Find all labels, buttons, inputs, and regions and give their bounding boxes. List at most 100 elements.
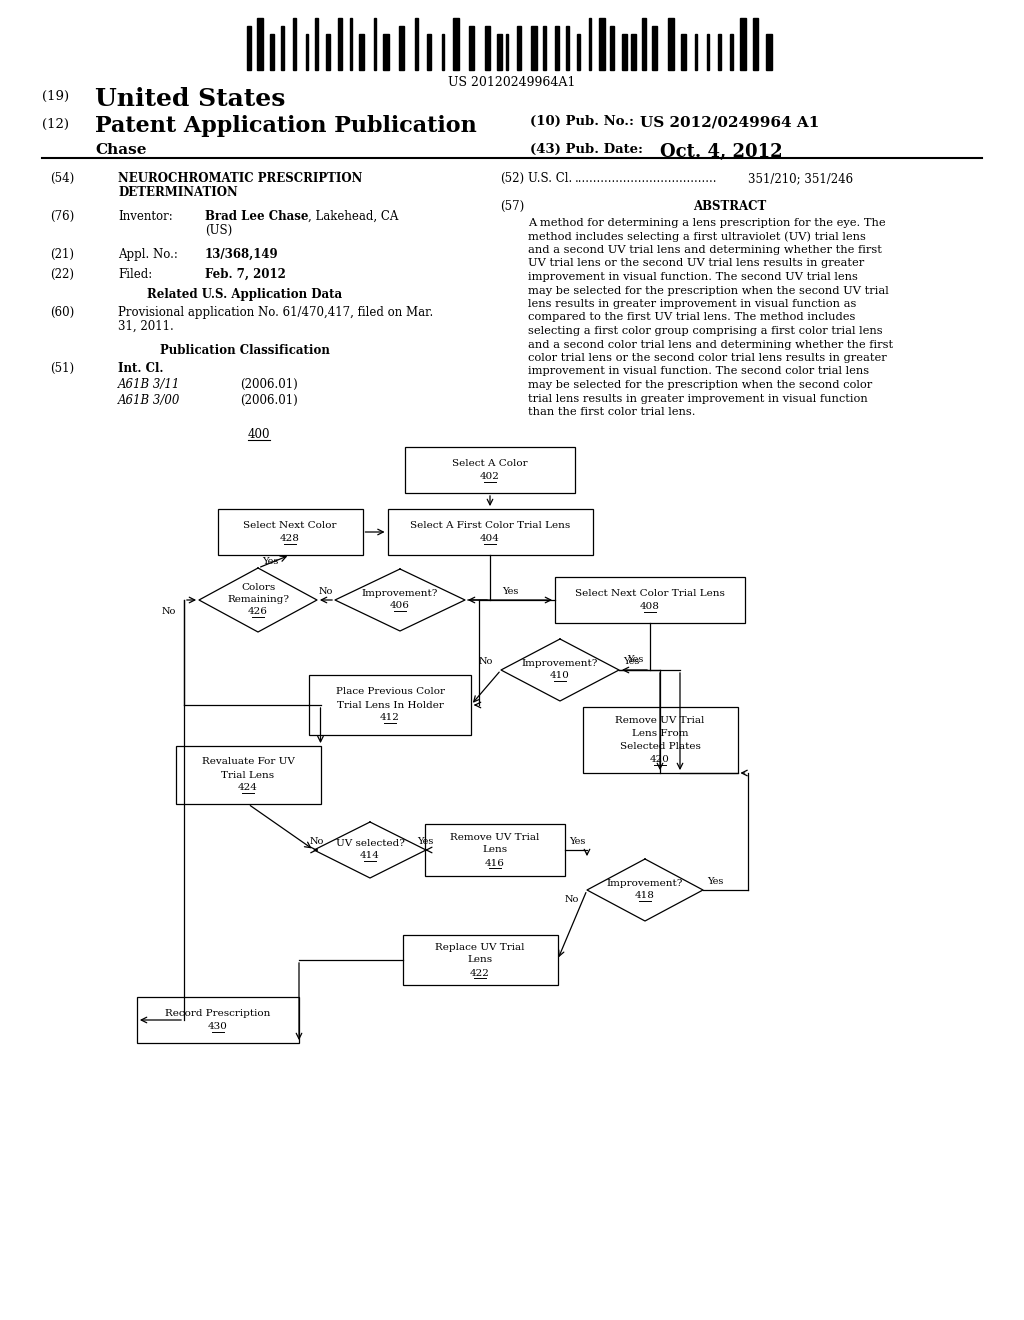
Text: DETERMINATION: DETERMINATION [118, 186, 238, 199]
Text: (60): (60) [50, 306, 75, 319]
Text: (21): (21) [50, 248, 74, 261]
Bar [281, 26, 284, 70]
Text: Provisional application No. 61/470,417, filed on Mar.: Provisional application No. 61/470,417, … [118, 306, 433, 319]
Bar [247, 26, 251, 70]
Text: 412: 412 [380, 714, 400, 722]
Text: 410: 410 [550, 672, 570, 681]
Bar [517, 26, 521, 70]
Text: than the first color trial lens.: than the first color trial lens. [528, 407, 695, 417]
Bar [718, 33, 721, 70]
Text: Lens: Lens [482, 846, 508, 854]
Text: Yes: Yes [707, 876, 723, 886]
Text: (57): (57) [500, 201, 524, 213]
Bar [577, 33, 580, 70]
Bar [359, 33, 364, 70]
Bar [402, 935, 557, 985]
Text: (22): (22) [50, 268, 74, 281]
Bar [589, 18, 591, 70]
Text: No: No [565, 895, 580, 904]
Text: compared to the first UV trial lens. The method includes: compared to the first UV trial lens. The… [528, 313, 855, 322]
Text: 424: 424 [238, 784, 258, 792]
Bar [453, 18, 459, 70]
Bar [583, 708, 737, 774]
Text: improvement in visual function. The second UV trial lens: improvement in visual function. The seco… [528, 272, 858, 282]
Text: A61B 3/11: A61B 3/11 [118, 378, 180, 391]
Text: 408: 408 [640, 602, 659, 611]
Text: U.S. Cl.: U.S. Cl. [528, 172, 572, 185]
Bar [217, 510, 362, 554]
Text: (54): (54) [50, 172, 75, 185]
Text: ......................................: ...................................... [575, 172, 718, 185]
Text: Yes: Yes [418, 837, 434, 846]
Text: UV selected?: UV selected? [336, 840, 404, 849]
Bar [315, 18, 318, 70]
Text: Select Next Color Trial Lens: Select Next Color Trial Lens [575, 589, 725, 598]
Bar [387, 510, 593, 554]
Bar [681, 33, 686, 70]
Text: Filed:: Filed: [118, 268, 153, 281]
Text: Yes: Yes [502, 587, 518, 597]
Bar [326, 33, 330, 70]
Bar [137, 997, 299, 1043]
Text: Related U.S. Application Data: Related U.S. Application Data [147, 288, 343, 301]
Text: and a second color trial lens and determining whether the first: and a second color trial lens and determ… [528, 339, 893, 350]
Text: lens results in greater improvement in visual function as: lens results in greater improvement in v… [528, 300, 856, 309]
Text: Appl. No.:: Appl. No.: [118, 248, 178, 261]
Bar [730, 33, 733, 70]
Text: Chase: Chase [95, 143, 146, 157]
Text: (51): (51) [50, 362, 74, 375]
Text: Replace UV Trial: Replace UV Trial [435, 942, 524, 952]
Text: Improvement?: Improvement? [361, 590, 438, 598]
Text: 31, 2011.: 31, 2011. [118, 319, 174, 333]
Text: (12): (12) [42, 117, 69, 131]
Text: Select A First Color Trial Lens: Select A First Color Trial Lens [410, 521, 570, 531]
Text: Lens: Lens [467, 956, 493, 965]
Text: selecting a first color group comprising a first color trial lens: selecting a first color group comprising… [528, 326, 883, 337]
Text: Lens From: Lens From [632, 729, 688, 738]
Bar [599, 18, 605, 70]
Text: (2006.01): (2006.01) [240, 378, 298, 391]
Bar [485, 26, 490, 70]
Bar [257, 18, 263, 70]
Bar [652, 26, 657, 70]
Bar [707, 33, 709, 70]
Bar [631, 33, 636, 70]
Bar [415, 18, 418, 70]
Text: Int. Cl.: Int. Cl. [118, 362, 164, 375]
Bar [622, 33, 627, 70]
Text: Patent Application Publication: Patent Application Publication [95, 115, 477, 137]
Bar [374, 18, 376, 70]
Text: trial lens results in greater improvement in visual function: trial lens results in greater improvemen… [528, 393, 867, 404]
Text: Selected Plates: Selected Plates [620, 742, 700, 751]
Text: (US): (US) [205, 224, 232, 238]
Bar [555, 577, 745, 623]
Text: Inventor:: Inventor: [118, 210, 173, 223]
Bar [543, 26, 546, 70]
Bar [425, 824, 565, 876]
Bar [506, 33, 508, 70]
Text: 428: 428 [280, 535, 300, 543]
Bar [469, 26, 474, 70]
Text: Oct. 4, 2012: Oct. 4, 2012 [660, 143, 782, 161]
Text: 402: 402 [480, 473, 500, 480]
Text: Select Next Color: Select Next Color [244, 521, 337, 531]
Text: Publication Classification: Publication Classification [160, 345, 330, 356]
Bar [350, 18, 352, 70]
Bar [566, 26, 569, 70]
Text: Feb. 7, 2012: Feb. 7, 2012 [205, 268, 286, 281]
Text: 422: 422 [470, 969, 489, 978]
Bar [740, 18, 746, 70]
Text: improvement in visual function. The second color trial lens: improvement in visual function. The seco… [528, 367, 869, 376]
Text: Yes: Yes [623, 656, 639, 665]
Text: 416: 416 [485, 858, 505, 867]
Bar [766, 33, 772, 70]
Bar [753, 18, 758, 70]
Text: color trial lens or the second color trial lens results in greater: color trial lens or the second color tri… [528, 352, 887, 363]
Bar [531, 26, 537, 70]
Bar [610, 26, 614, 70]
Text: may be selected for the prescription when the second color: may be selected for the prescription whe… [528, 380, 872, 389]
Text: Record Prescription: Record Prescription [165, 1008, 270, 1018]
Text: Revaluate For UV: Revaluate For UV [202, 758, 295, 767]
Text: 420: 420 [650, 755, 670, 764]
Text: Yes: Yes [262, 557, 279, 566]
